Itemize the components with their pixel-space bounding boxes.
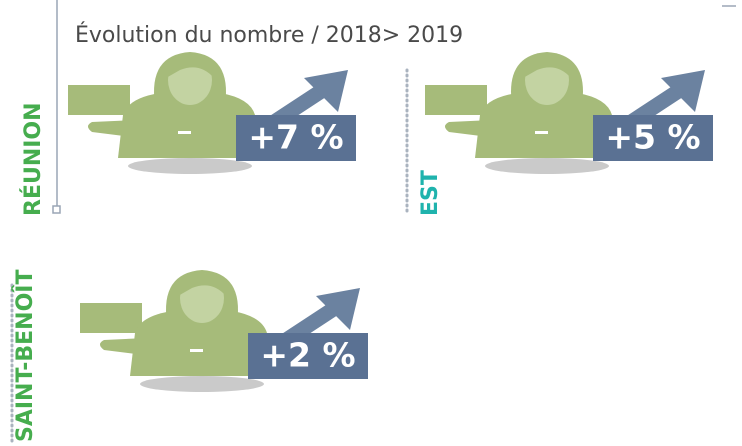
shadow — [485, 158, 609, 174]
body — [475, 93, 617, 158]
body — [118, 93, 260, 158]
arrow-head — [661, 70, 705, 112]
divider-end — [52, 205, 61, 214]
tray — [425, 85, 487, 115]
value: +7 % — [248, 118, 343, 157]
value-box — [593, 115, 713, 161]
panel: +7 % — [68, 52, 356, 174]
panel: +2 % — [80, 270, 368, 392]
tray — [80, 303, 142, 333]
value: +2 % — [260, 336, 355, 375]
fringe — [523, 54, 571, 78]
panel-label: EST — [418, 170, 443, 216]
arrow-head — [316, 288, 360, 330]
value: +5 % — [605, 118, 700, 157]
badge — [178, 131, 191, 134]
tray — [68, 85, 130, 115]
title: Évolution du nombre / 2018> 2019 — [75, 22, 463, 48]
arrow-head — [304, 70, 348, 112]
shadow — [140, 376, 264, 392]
fringe — [166, 54, 214, 78]
shadow — [128, 158, 252, 174]
value-box — [248, 333, 368, 379]
badge — [535, 131, 548, 134]
panel-label: SAINT-BENOÎT — [12, 270, 38, 442]
panel-label: RÉUNION — [20, 102, 46, 216]
badge — [190, 349, 203, 352]
panel: +5 % — [425, 52, 713, 174]
value-box — [236, 115, 356, 161]
body — [130, 311, 272, 376]
fringe — [178, 272, 226, 296]
